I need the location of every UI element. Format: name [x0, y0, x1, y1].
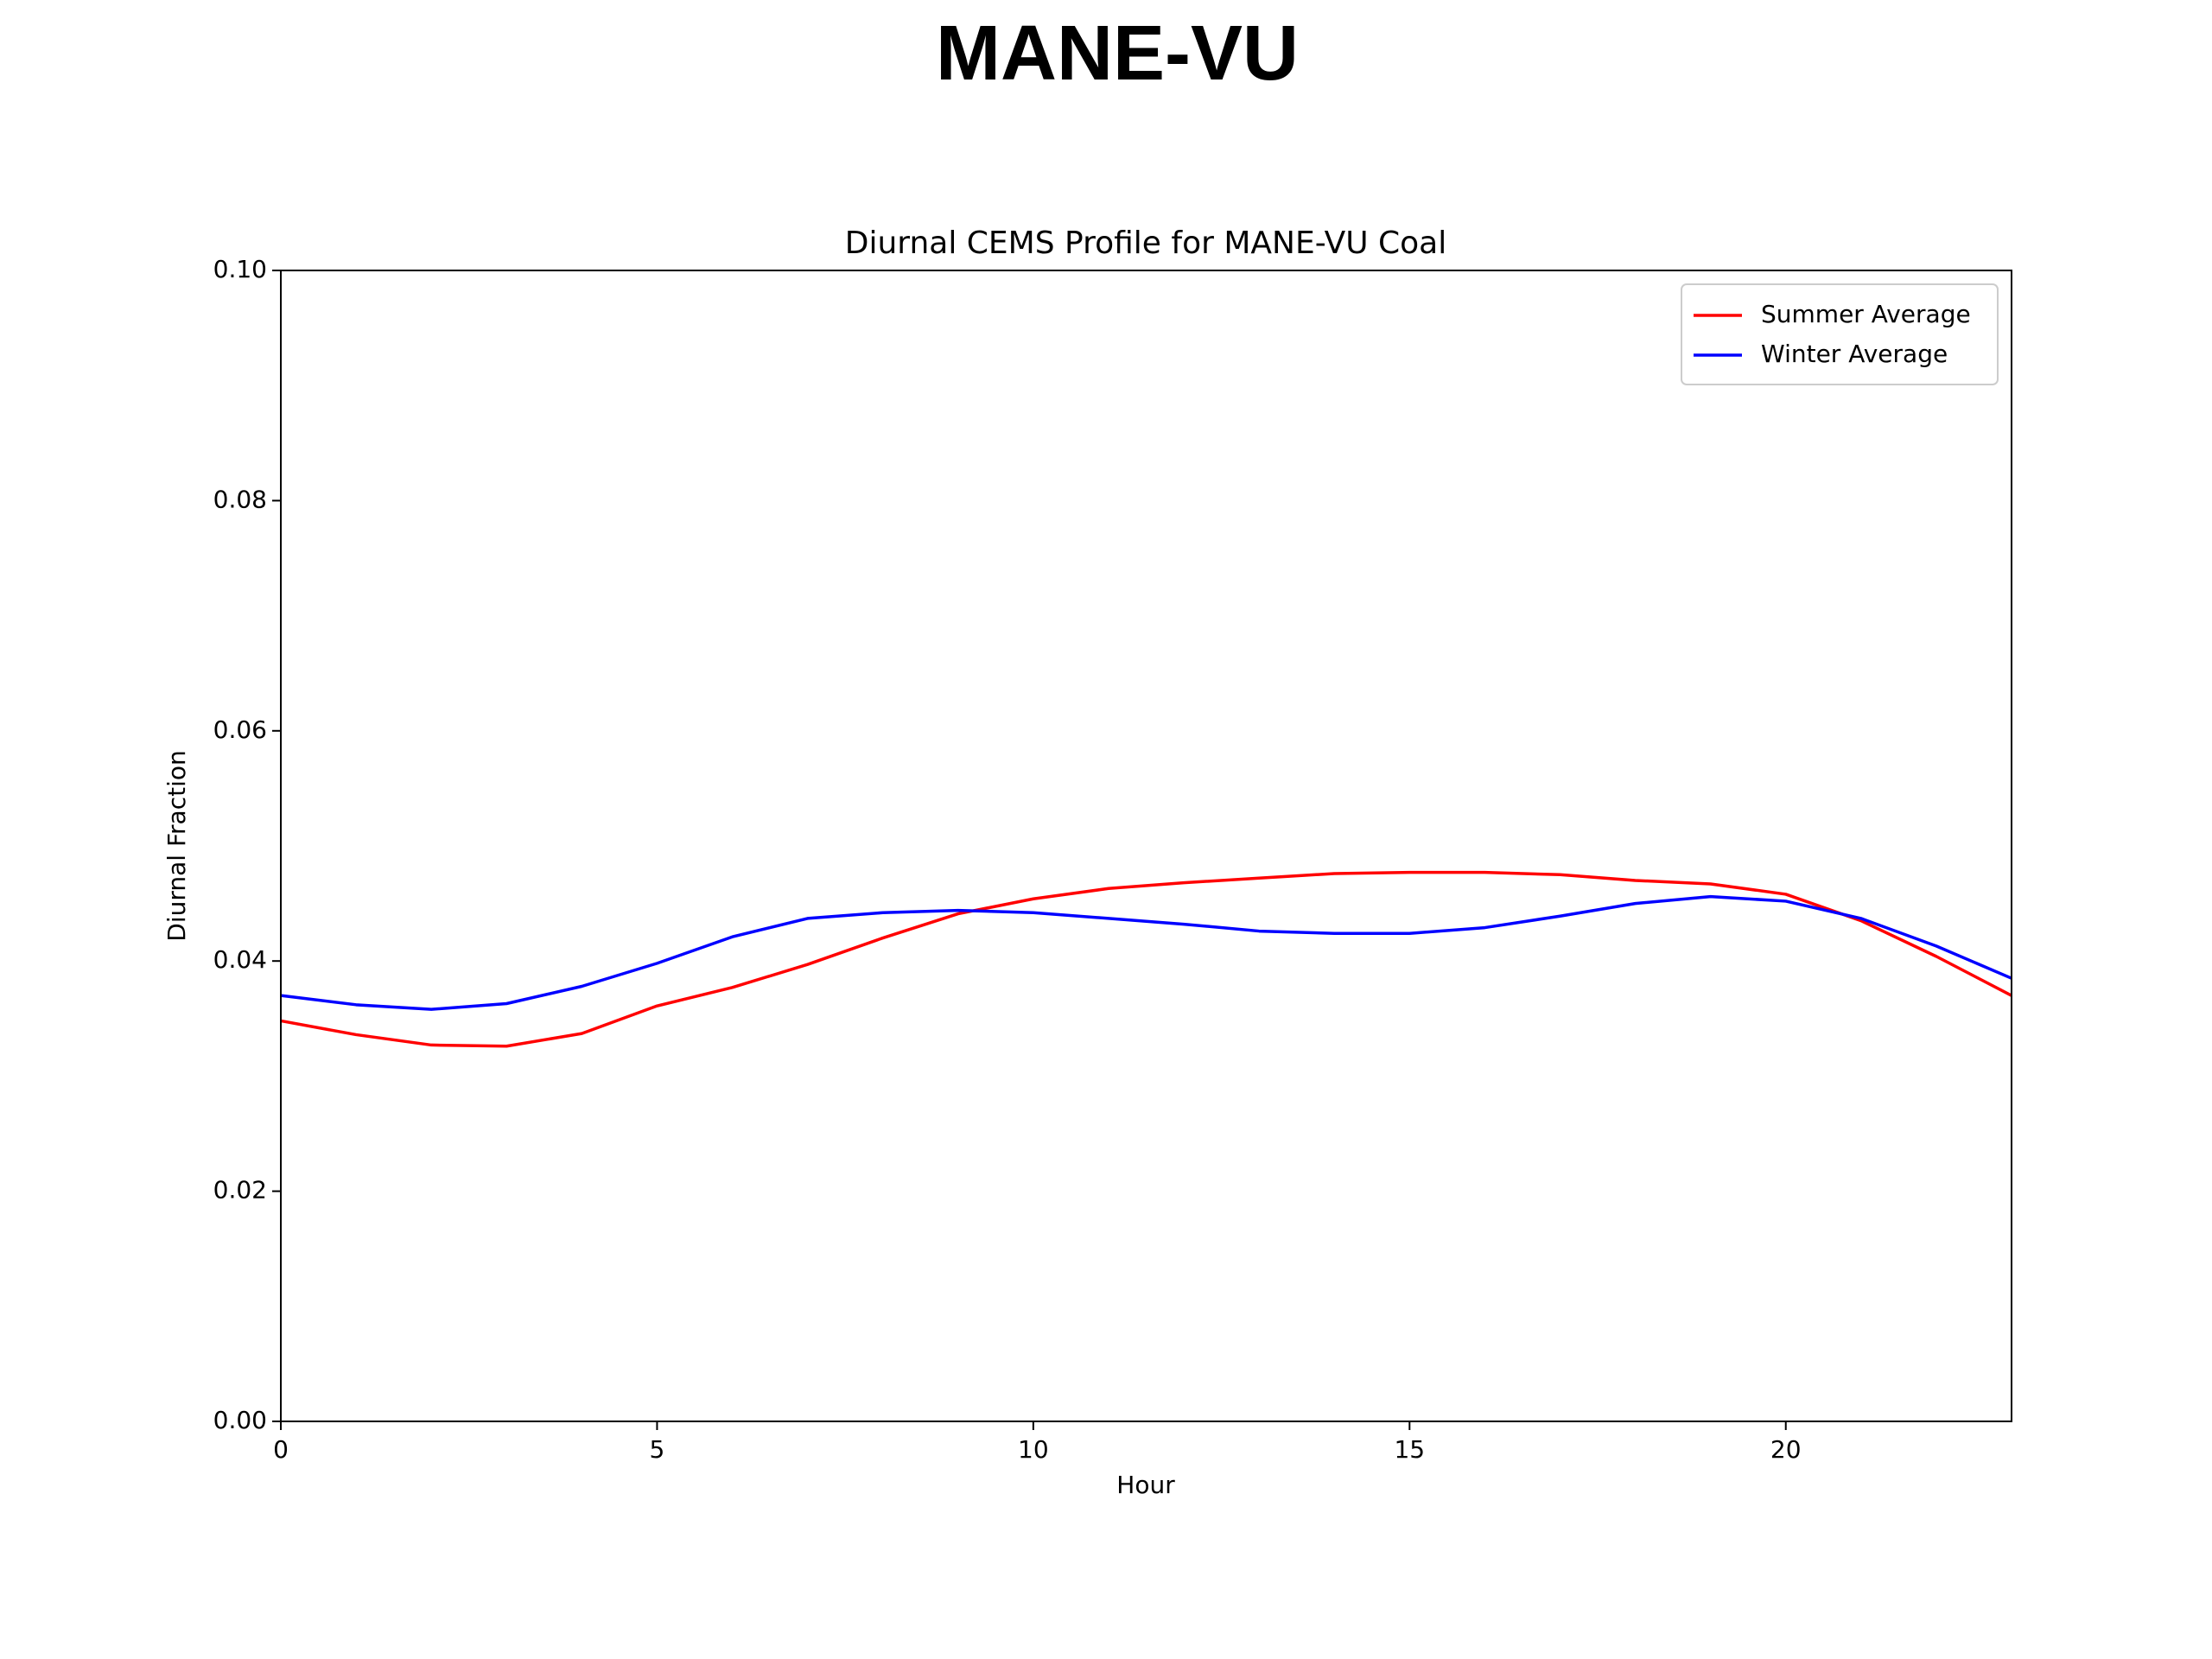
page-title: MANE-VU: [936, 10, 1299, 97]
x-axis-label: Hour: [1116, 1471, 1175, 1499]
y-axis-label: Diurnal Fraction: [162, 750, 191, 941]
series-line: [280, 870, 2012, 1048]
legend-label: Summer Average: [1761, 300, 1971, 328]
x-tick-label: 20: [1770, 1435, 1802, 1464]
legend-label: Winter Average: [1761, 340, 1948, 368]
plot-frame: [280, 270, 2012, 1422]
chart-title: Diurnal CEMS Profile for MANE-VU Coal: [845, 226, 1446, 261]
y-tick-label: 0.10: [213, 255, 267, 283]
legend-box: [1681, 283, 1999, 385]
x-tick-label: 15: [1394, 1435, 1425, 1464]
y-tick-label: 0.04: [213, 945, 267, 974]
series-line: [280, 894, 2012, 1011]
x-tick-label: 5: [650, 1435, 665, 1464]
x-tick-label: 10: [1018, 1435, 1049, 1464]
x-tick-label: 0: [273, 1435, 289, 1464]
y-tick-label: 0.02: [213, 1176, 267, 1205]
y-tick-label: 0.06: [213, 715, 267, 744]
y-tick-label: 0.00: [213, 1406, 267, 1434]
y-tick-label: 0.08: [213, 485, 267, 513]
